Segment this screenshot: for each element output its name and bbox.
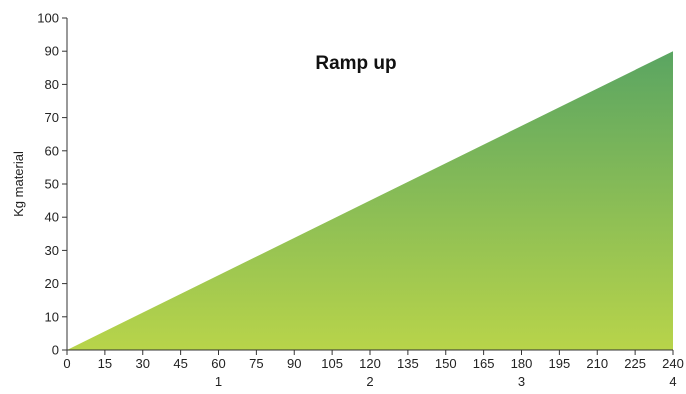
y-tick-label: 30 [45,243,59,258]
y-tick-label: 40 [45,210,59,225]
x-secondary-tick-label: 2 [366,374,373,389]
plot-area [67,51,673,350]
y-axis-title: Kg material [11,151,26,217]
x-tick-label: 75 [249,356,263,371]
x-tick-label: 210 [586,356,608,371]
x-secondary-tick-label: 3 [518,374,525,389]
y-tick-label: 90 [45,44,59,59]
x-secondary-tick-label: 1 [215,374,222,389]
x-ticks: 0 15 30 45 60 75 90 105 120 135 150 165 180 195 210 225… [63,350,684,371]
y-tick-label: 60 [45,143,59,158]
x-tick-label: 120 [359,356,381,371]
y-tick-label: 10 [45,309,59,324]
x-tick-label: 45 [173,356,187,371]
x-secondary-ticks: 1 2 3 4 [215,374,677,389]
x-tick-label: 60 [211,356,225,371]
x-tick-label: 90 [287,356,301,371]
x-tick-label: 150 [435,356,457,371]
x-tick-label: 240 [662,356,684,371]
x-tick-label: 0 [63,356,70,371]
x-tick-label: 195 [549,356,571,371]
y-tick-label: 20 [45,276,59,291]
chart-title: Ramp up [315,53,396,74]
x-tick-label: 135 [397,356,419,371]
y-tick-label: 100 [37,11,59,26]
x-tick-label: 165 [473,356,495,371]
y-tick-label: 50 [45,177,59,192]
x-tick-label: 15 [98,356,112,371]
x-tick-label: 180 [511,356,533,371]
x-secondary-tick-label: 4 [669,374,676,389]
y-tick-label: 70 [45,110,59,125]
y-ticks: 0 10 20 30 40 50 60 70 80 90 100 [37,11,67,358]
area-series [67,51,673,350]
x-tick-label: 105 [321,356,343,371]
y-tick-label: 80 [45,77,59,92]
x-tick-label: 225 [624,356,646,371]
x-tick-label: 30 [136,356,150,371]
y-tick-label: 0 [52,343,59,358]
